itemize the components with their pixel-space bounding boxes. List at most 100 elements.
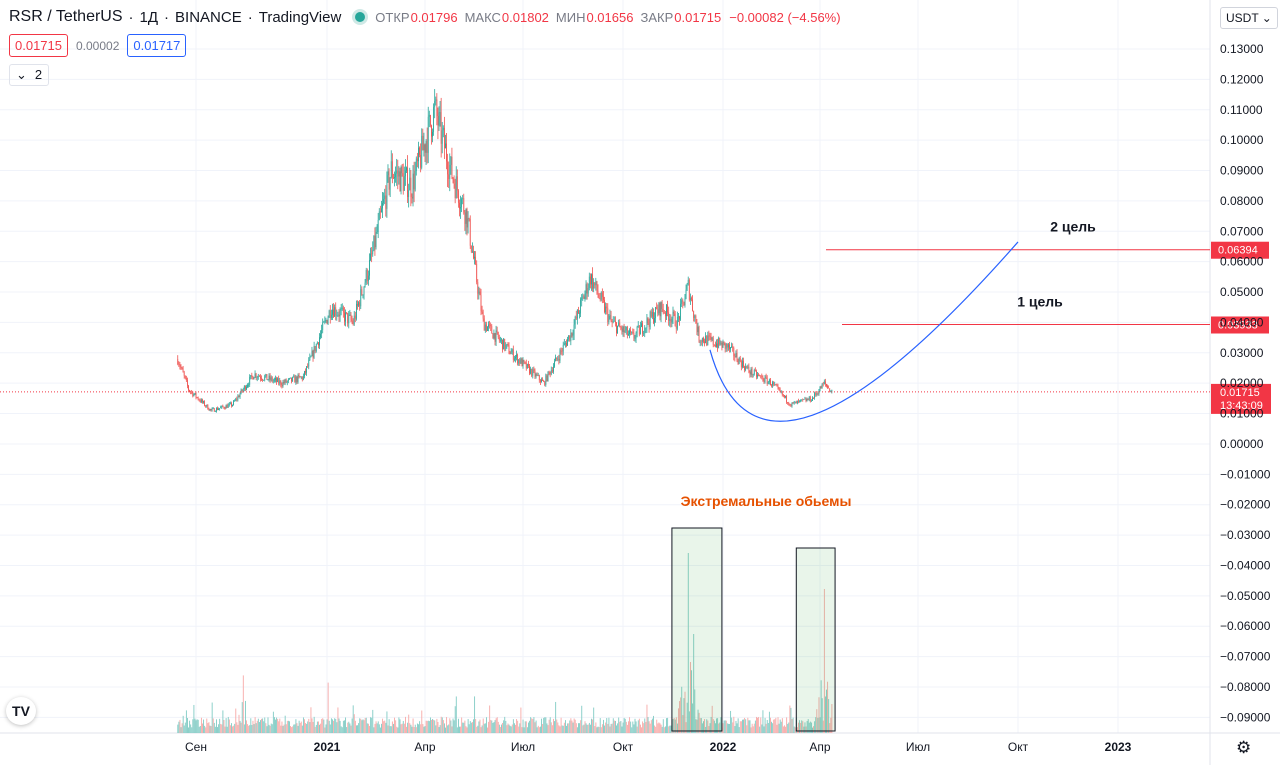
candle xyxy=(443,116,445,160)
candle-body xyxy=(655,307,657,319)
volume-bar xyxy=(650,720,652,733)
candle xyxy=(507,342,509,347)
candle xyxy=(376,224,378,235)
candle xyxy=(182,365,184,373)
candle-body xyxy=(613,321,615,322)
candle-body xyxy=(574,316,576,325)
candle-body xyxy=(642,323,643,334)
candle-body xyxy=(387,171,389,176)
volume-bar xyxy=(796,727,798,733)
candle-body xyxy=(492,333,494,339)
candle xyxy=(255,372,257,381)
symbol-name[interactable]: RSR / TetherUS xyxy=(9,8,123,25)
candle xyxy=(191,389,193,395)
x-tick-label: Июл xyxy=(511,740,535,754)
volume-bar xyxy=(431,720,432,733)
tradingview-logo-icon[interactable]: TV xyxy=(6,697,36,725)
candle xyxy=(744,365,745,373)
candle-body xyxy=(258,376,260,377)
candle-body xyxy=(190,391,192,393)
candle xyxy=(593,278,595,293)
candle xyxy=(324,316,326,325)
volume-bar xyxy=(469,721,471,733)
buy-price-button[interactable]: 0.01717 xyxy=(127,34,187,57)
interval-label[interactable]: 1Д xyxy=(139,8,159,26)
candle-body xyxy=(324,320,326,322)
candle xyxy=(456,169,458,199)
volume-bar xyxy=(394,717,396,733)
candle xyxy=(372,241,374,257)
volume-bar xyxy=(421,710,423,733)
candle-body xyxy=(673,311,675,314)
candle-body xyxy=(831,390,833,392)
indicators-toggle[interactable]: ⌄ 2 xyxy=(9,64,50,86)
volume-bar xyxy=(561,725,563,733)
candle-body xyxy=(361,289,363,295)
candle-body xyxy=(333,309,334,317)
candle-body xyxy=(775,384,777,386)
candle xyxy=(735,350,737,358)
sell-price-button[interactable]: 0.01715 xyxy=(9,34,68,57)
candle-body xyxy=(635,332,637,339)
volume-bar xyxy=(397,727,399,733)
candle-body xyxy=(177,358,179,365)
volume-bar xyxy=(412,718,414,733)
currency-select[interactable]: USDT ⌄ xyxy=(1220,7,1278,29)
settings-gear-icon[interactable]: ⚙ xyxy=(1236,738,1252,757)
candle-body xyxy=(766,377,768,384)
y-tick-label: −0.01000 xyxy=(1220,467,1271,481)
volume-bar xyxy=(278,721,280,733)
candle xyxy=(198,398,200,402)
y-tick-label: 0.10000 xyxy=(1220,133,1264,147)
volume-bar xyxy=(203,719,205,733)
volume-bar xyxy=(713,720,715,733)
candle xyxy=(576,309,578,325)
candle xyxy=(423,132,425,157)
candle-body xyxy=(196,397,198,398)
candle xyxy=(436,93,438,126)
volume-bar xyxy=(698,712,700,733)
candle xyxy=(662,303,664,315)
candle-body xyxy=(337,314,339,316)
volume-bar xyxy=(388,719,390,733)
volume-bar xyxy=(754,720,756,733)
candle-body xyxy=(418,147,419,162)
candle xyxy=(734,353,736,362)
volume-bar xyxy=(734,726,736,733)
candle-body xyxy=(407,167,408,198)
candle-body xyxy=(389,177,391,190)
candle xyxy=(407,155,408,203)
candle-body xyxy=(512,349,514,360)
candle xyxy=(567,336,568,346)
candle-body xyxy=(234,400,236,402)
candle xyxy=(223,406,225,410)
ohlc-close: ЗАКР0.01715 xyxy=(640,9,722,25)
volume-bar xyxy=(740,721,742,733)
candle-body xyxy=(497,331,499,338)
candle-body xyxy=(762,376,764,381)
candle-body xyxy=(724,342,726,349)
candle xyxy=(727,343,729,351)
candle xyxy=(675,320,677,334)
price-axis[interactable]: 0.130000.120000.110000.100000.090000.080… xyxy=(1220,42,1271,724)
candle xyxy=(730,346,731,353)
volume-bar xyxy=(738,727,740,733)
candle xyxy=(249,374,251,387)
candle-body xyxy=(503,338,505,350)
candle xyxy=(716,339,717,348)
candle xyxy=(695,314,697,324)
candle-body xyxy=(489,324,491,326)
candle xyxy=(767,380,769,385)
candle-body xyxy=(709,336,711,337)
candle xyxy=(426,127,428,164)
volume-bar xyxy=(536,727,538,733)
candle-body xyxy=(712,337,714,345)
volume-bar xyxy=(711,705,713,733)
candle xyxy=(802,398,804,402)
candle xyxy=(360,284,362,310)
time-axis[interactable]: Сен 2021 Апр Июл Окт 2022 Апр Июл Окт 2023 xyxy=(185,740,1132,754)
candle-body xyxy=(466,208,468,228)
candle-body xyxy=(812,397,813,401)
candle-body xyxy=(237,396,239,400)
